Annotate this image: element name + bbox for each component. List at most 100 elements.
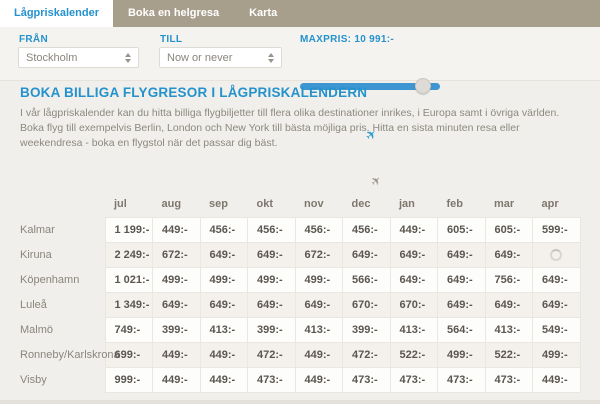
price-cell[interactable]: 399:- [152,317,201,343]
from-select-value: Stockholm [26,51,78,64]
price-cell[interactable]: 499:- [152,267,201,293]
price-cell[interactable]: 413:- [294,317,343,343]
price-cell[interactable]: 449:- [389,217,438,243]
price-cell[interactable]: 649:- [437,242,486,268]
price-cell[interactable]: 473:- [342,367,391,393]
price-cell[interactable]: 449:- [152,367,201,393]
price-cell[interactable]: 449:- [199,367,248,393]
price-cell[interactable]: 566:- [342,267,391,293]
price-cell[interactable]: 499:- [199,267,248,293]
page-title: BOKA BILLIGA FLYGRESOR I LÅGPRISKALENDER… [20,85,368,100]
table-row: Kalmar 1 199:- 449:- 456:- 456:- 456:- 456:- 44… [20,217,581,243]
city-label: Kiruna [20,249,52,261]
month-header-okt: okt [256,198,274,210]
price-cell[interactable]: 649:- [484,292,533,318]
price-cell[interactable]: 413:- [389,317,438,343]
price-cell[interactable]: 449:- [152,342,201,368]
price-cell[interactable]: 649:- [484,242,533,268]
price-cell[interactable]: 449:- [199,342,248,368]
price-cell[interactable]: 649:- [389,242,438,268]
price-cell[interactable]: 449:- [152,217,201,243]
city-label: Malmö [20,324,54,336]
price-cell[interactable]: 399:- [247,317,296,343]
price-cell[interactable]: 449:- [294,342,343,368]
price-cell[interactable]: 649:- [199,292,248,318]
price-cell[interactable]: 564:- [437,317,486,343]
price-cell[interactable]: 649:- [437,267,486,293]
price-cell[interactable]: 1 349:- [104,292,153,318]
city-label: Visby [20,374,47,386]
price-cell[interactable]: 649:- [389,267,438,293]
price-cell[interactable]: 649:- [342,242,391,268]
price-cell[interactable]: 999:- [104,367,153,393]
tab-karta[interactable]: Karta [249,7,278,19]
price-cell[interactable]: 522:- [484,342,533,368]
price-cell[interactable]: 670:- [342,292,391,318]
maxprice-slider-track[interactable] [300,78,440,94]
price-cell[interactable]: 499:- [532,342,581,368]
price-cell[interactable]: 499:- [437,342,486,368]
price-cell[interactable]: 756:- [484,267,533,293]
price-cell[interactable]: 456:- [342,217,391,243]
price-cell[interactable]: 499:- [294,267,343,293]
price-cell[interactable]: 456:- [247,217,296,243]
price-cell[interactable]: 522:- [389,342,438,368]
price-cell[interactable]: 499:- [247,267,296,293]
filter-strip: FRÅN Stockholm TILL Now or never MAXPRIS… [0,27,600,94]
price-cell[interactable]: 399:- [342,317,391,343]
price-cell[interactable]: 605:- [484,217,533,243]
price-cell[interactable]: 670:- [389,292,438,318]
month-header-sep: sep [209,198,228,210]
price-cell[interactable]: 413:- [484,317,533,343]
price-cell[interactable]: 472:- [342,342,391,368]
price-cell[interactable]: 599:- [532,217,581,243]
month-header-jul: jul [114,198,127,210]
price-cell[interactable]: 649:- [437,292,486,318]
airplane-icon: ✈ [367,172,385,190]
month-header-nov: nov [304,198,324,210]
price-cell-loading [532,242,581,268]
price-cell[interactable]: 473:- [247,367,296,393]
price-cell[interactable]: 449:- [294,367,343,393]
tab-lagpriskalender[interactable]: Lågpriskalender [0,0,113,27]
price-cell[interactable]: 649:- [294,292,343,318]
price-cell[interactable]: 2 249:- [104,242,153,268]
table-corner [20,193,105,218]
from-label: FRÅN [19,34,48,45]
price-cell[interactable]: 456:- [199,217,248,243]
month-header-mar: mar [494,198,515,210]
month-header-aug: aug [161,198,182,210]
price-cell[interactable]: 472:- [247,342,296,368]
price-cell[interactable]: 649:- [532,267,581,293]
price-cell[interactable]: 1 021:- [104,267,153,293]
month-header-feb: feb [446,198,464,210]
price-cell[interactable]: 473:- [437,367,486,393]
price-cell[interactable]: 473:- [389,367,438,393]
tab-boka-en-helgresa[interactable]: Boka en helgresa [127,7,220,19]
price-cell[interactable]: 649:- [199,242,248,268]
price-cell[interactable]: 672:- [294,242,343,268]
loading-spinner-icon [550,249,563,262]
price-cell[interactable]: 605:- [437,217,486,243]
price-cell[interactable]: 649:- [152,292,201,318]
city-label: Kalmar [20,224,55,236]
from-select[interactable]: Stockholm [18,47,139,68]
price-cell[interactable]: 473:- [484,367,533,393]
price-cell[interactable]: 413:- [199,317,248,343]
month-header-jan: jan [399,198,415,210]
price-cell[interactable]: 649:- [532,292,581,318]
price-cell[interactable]: 456:- [294,217,343,243]
price-cell[interactable]: 649:- [247,292,296,318]
city-label: Ronneby/Karlskrona [20,349,120,361]
table-row: Visby 999:- 449:- 449:- 473:- 449:- 473:- 473:-… [20,367,581,393]
price-cell[interactable]: 449:- [532,367,581,393]
price-cell[interactable]: 699:- [104,342,153,368]
price-cell[interactable]: 672:- [152,242,201,268]
price-cell[interactable]: 649:- [247,242,296,268]
price-cell[interactable]: 1 199:- [104,217,153,243]
maxprice-slider-handle[interactable] [415,78,432,94]
price-cell[interactable]: 749:- [104,317,153,343]
to-select[interactable]: Now or never [159,47,282,68]
price-cell[interactable]: 549:- [532,317,581,343]
price-calendar-table: jul aug sep okt nov dec jan feb mar apr Kalmar 1 1… [20,193,581,393]
